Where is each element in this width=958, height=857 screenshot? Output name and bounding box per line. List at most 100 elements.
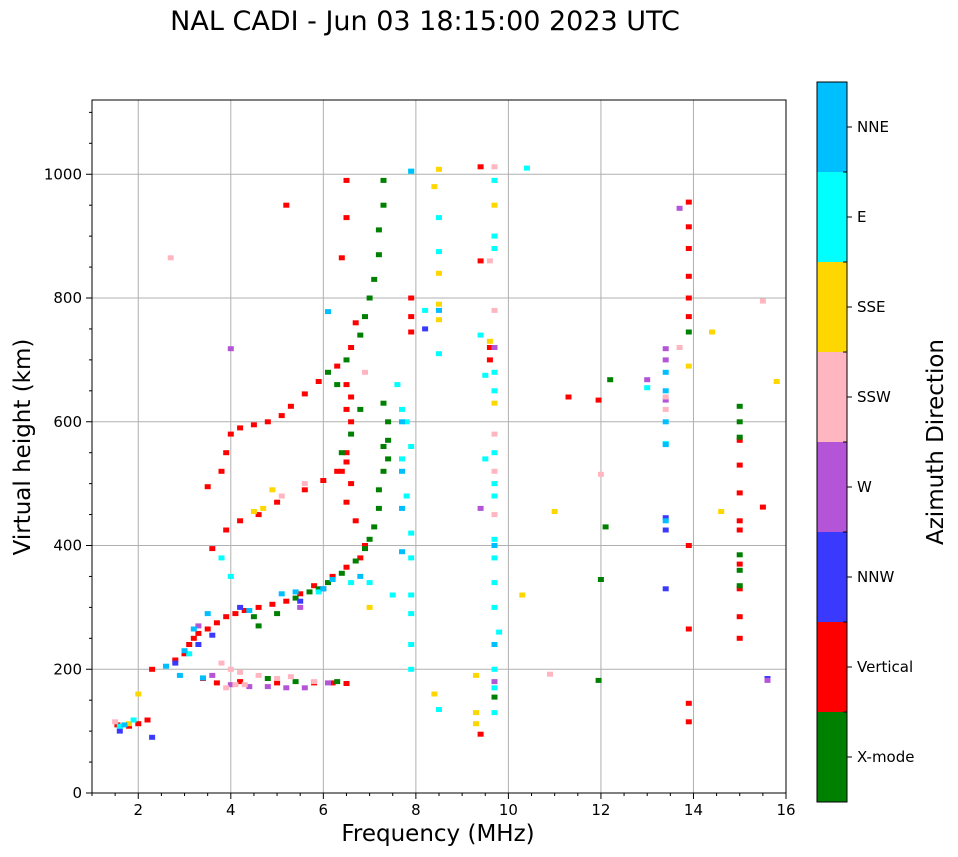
data-point-vertical — [213, 620, 220, 626]
data-point-vertical — [255, 512, 262, 518]
data-point-x-mode — [736, 583, 743, 589]
data-point-vertical — [283, 598, 290, 604]
data-point-vertical — [250, 422, 257, 428]
data-point-vertical — [477, 164, 484, 170]
colorbar-category-label: X-mode — [857, 748, 914, 766]
data-point-nne — [320, 586, 327, 592]
data-point-w — [209, 672, 216, 678]
x-tick-label: 8 — [411, 801, 421, 819]
data-point-w — [491, 345, 498, 350]
data-point-sse — [473, 710, 479, 716]
data-point-vertical — [149, 666, 156, 672]
data-point-x-mode — [334, 679, 341, 685]
data-point-sse — [436, 317, 442, 323]
data-point-w — [325, 680, 331, 686]
data-point-ssw — [759, 298, 766, 304]
colorbar-swatch — [817, 262, 847, 352]
data-point-vertical — [736, 437, 743, 443]
colorbar-swatch — [817, 712, 847, 802]
y-tick-label: 400 — [53, 537, 82, 555]
data-point-e — [394, 382, 401, 388]
data-point-vertical — [190, 635, 197, 641]
data-point-vertical — [486, 345, 493, 350]
data-point-e — [399, 406, 405, 412]
colorbar-swatch — [817, 622, 847, 712]
data-point-sse — [436, 270, 442, 276]
y-tick-label: 1000 — [44, 165, 82, 183]
data-point-vertical — [685, 273, 692, 279]
data-point-e — [491, 450, 498, 456]
data-point-x-mode — [315, 586, 322, 592]
data-point-vertical — [232, 611, 239, 617]
data-point-nne — [278, 591, 285, 597]
data-point-vertical — [223, 450, 230, 456]
data-point-vertical — [237, 679, 244, 685]
x-tick-label: 2 — [133, 801, 143, 819]
data-point-vertical — [343, 459, 350, 465]
data-point-e — [644, 385, 651, 391]
data-point-nnw — [662, 527, 669, 533]
data-point-e — [408, 642, 415, 647]
data-point-vertical — [223, 527, 230, 533]
data-point-nne — [204, 611, 211, 617]
data-point-vertical — [685, 700, 692, 706]
data-point-vertical — [218, 468, 225, 474]
data-point-e — [477, 332, 484, 338]
data-point-x-mode — [380, 177, 387, 183]
data-point-vertical — [348, 481, 355, 487]
data-point-e — [491, 666, 498, 672]
data-point-vertical — [736, 518, 743, 524]
data-point-e — [491, 233, 498, 239]
data-point-ssw — [112, 719, 119, 725]
data-point-e — [491, 388, 498, 394]
data-point-vertical — [685, 295, 692, 301]
data-point-x-mode — [325, 369, 331, 375]
data-point-vertical — [338, 255, 345, 261]
data-point-w — [297, 604, 304, 610]
data-point-e — [491, 710, 498, 716]
colorbar-swatch — [817, 82, 847, 172]
data-point-e — [218, 555, 225, 561]
data-point-ssw — [255, 672, 262, 678]
colorbar-category-label: Vertical — [857, 658, 913, 676]
data-point-x-mode — [375, 487, 382, 493]
colorbar-label: Azimuth Direction — [923, 339, 949, 545]
data-point-e — [491, 493, 498, 499]
x-tick-label: 16 — [776, 801, 795, 819]
data-point-ssw — [491, 307, 498, 313]
data-point-vertical — [135, 721, 142, 727]
data-point-w — [662, 346, 669, 352]
data-point-e — [436, 707, 442, 712]
data-point-e — [436, 215, 442, 221]
data-point-vertical — [685, 314, 692, 320]
data-point-w — [227, 682, 234, 688]
data-point-ssw — [232, 682, 239, 688]
data-point-w — [227, 346, 234, 352]
data-point-w — [301, 685, 308, 691]
data-point-ssw — [237, 669, 244, 675]
data-point-w — [764, 677, 771, 683]
data-point-vertical — [348, 419, 355, 425]
data-point-e — [408, 666, 415, 672]
data-point-nne — [662, 442, 669, 448]
data-point-e — [408, 444, 415, 449]
data-point-e — [491, 536, 498, 542]
data-point-e — [422, 307, 429, 313]
data-point-ssw — [287, 674, 294, 680]
data-point-nne — [357, 573, 364, 579]
data-point-e — [408, 530, 415, 536]
data-point-ssw — [167, 255, 174, 261]
data-point-vertical — [595, 397, 602, 403]
x-tick-label: 4 — [226, 801, 236, 819]
data-point-x-mode — [366, 536, 373, 542]
x-tick-label: 6 — [319, 801, 329, 819]
data-point-vertical — [213, 680, 220, 686]
data-point-vertical — [274, 680, 281, 686]
data-point-nne — [190, 626, 197, 632]
data-point-vertical — [685, 199, 692, 205]
data-point-ssw — [311, 679, 318, 685]
data-point-vertical — [486, 357, 493, 363]
data-point-vertical — [278, 413, 285, 419]
data-point-x-mode — [385, 437, 392, 443]
data-point-vertical — [685, 224, 692, 230]
